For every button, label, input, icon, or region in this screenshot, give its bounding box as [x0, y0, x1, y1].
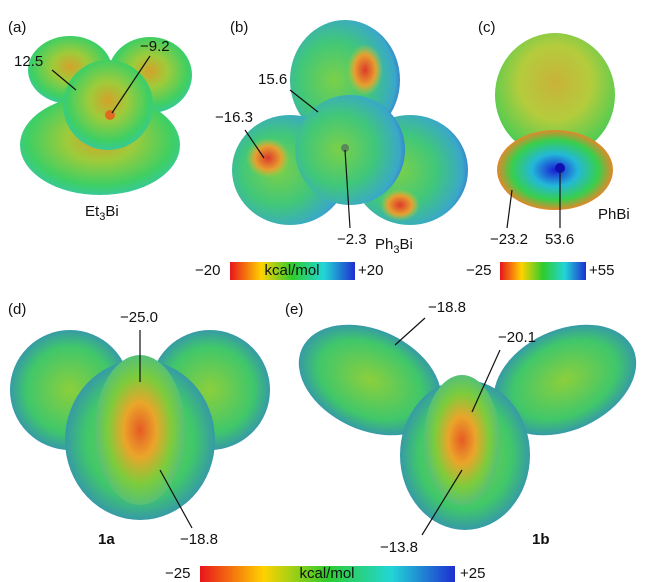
- esp-value: −20.1: [498, 329, 536, 346]
- panel-label: (d): [8, 301, 26, 318]
- esp-value: −18.8: [428, 299, 466, 316]
- esp-value: 53.6: [545, 231, 574, 248]
- colorbar-unit: kcal/mol: [264, 262, 319, 279]
- panel-label: (b): [230, 19, 248, 36]
- molecule-name: Ph3Bi: [375, 236, 413, 256]
- colorbar-min: −25: [466, 262, 491, 279]
- esp-value: −9.2: [140, 38, 170, 55]
- colorbar-max: +20: [358, 262, 383, 279]
- panel-label: (a): [8, 19, 26, 36]
- molecule-name: PhBi: [598, 206, 630, 223]
- esp-surface: [281, 303, 649, 530]
- panel-label: (e): [285, 301, 303, 318]
- esp-value: −16.3: [215, 109, 253, 126]
- esp-surface: [20, 36, 192, 195]
- colorbar: [500, 262, 586, 280]
- colorbar-min: −20: [195, 262, 220, 279]
- esp-value: 12.5: [14, 53, 43, 70]
- colorbar-min: −25: [165, 565, 190, 582]
- molecule-name: Et3Bi: [85, 203, 119, 223]
- esp-value: −18.8: [180, 531, 218, 548]
- esp-surface: [232, 20, 468, 225]
- leader-line: [395, 318, 425, 345]
- esp-value: −13.8: [380, 539, 418, 556]
- colorbar-unit: kcal/mol: [299, 565, 354, 582]
- molecule-name: 1b: [532, 531, 550, 548]
- esp-surface: [495, 33, 615, 210]
- esp-value: −23.2: [490, 231, 528, 248]
- colorbar-max: +25: [460, 565, 485, 582]
- colorbar-max: +55: [589, 262, 614, 279]
- esp-value: −2.3: [337, 231, 367, 248]
- esp-value: −25.0: [120, 309, 158, 326]
- esp-value: 15.6: [258, 71, 287, 88]
- molecule-name: 1a: [98, 531, 115, 548]
- leader-line: [507, 190, 512, 228]
- panel-label: (c): [478, 19, 496, 36]
- figure: (a) 12.5 −9.2 Et3Bi (b) 15.6 −16.3 −2.3 …: [0, 0, 649, 582]
